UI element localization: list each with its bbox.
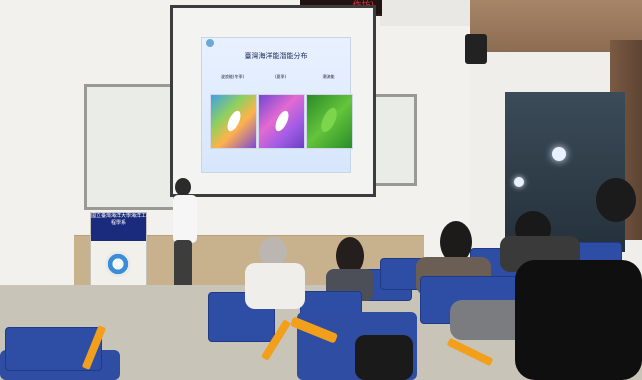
alcove-light	[552, 147, 566, 161]
wave-energy-map-summer	[258, 94, 305, 149]
map-caption: 潮流能	[322, 74, 335, 79]
audience-head	[336, 237, 364, 275]
audience-body	[515, 260, 642, 380]
tidal-current-map	[306, 94, 353, 149]
audience-head	[596, 178, 636, 222]
university-emblem-icon	[105, 251, 131, 277]
audience-head	[440, 221, 472, 263]
wave-energy-map-winter	[210, 94, 257, 149]
whiteboard-right	[372, 94, 417, 186]
podium-label: 國立臺灣海洋大學海洋工程學系	[91, 213, 146, 241]
slide-header	[202, 38, 350, 48]
projected-slide: 臺灣海洋能潛能分布 波浪能(冬季) (夏季) 潮流能	[201, 37, 353, 173]
wall-speaker	[465, 34, 487, 64]
alcove-light	[514, 177, 524, 187]
logo-icon	[206, 39, 214, 47]
whiteboard-left	[84, 84, 176, 210]
map-caption: (夏季)	[274, 74, 287, 79]
audience-body	[245, 263, 305, 309]
map-caption: 波浪能(冬季)	[220, 74, 245, 79]
island-shape	[224, 108, 244, 134]
island-shape	[272, 108, 292, 134]
presenter-shirt	[173, 195, 197, 243]
podium: 國立臺灣海洋大學海洋工程學系	[90, 212, 147, 299]
island-shape	[318, 105, 340, 135]
slide-title: 臺灣海洋能潛能分布	[244, 52, 308, 60]
audience-head	[259, 237, 287, 267]
presenter-head	[175, 178, 191, 196]
backpack	[355, 335, 413, 380]
